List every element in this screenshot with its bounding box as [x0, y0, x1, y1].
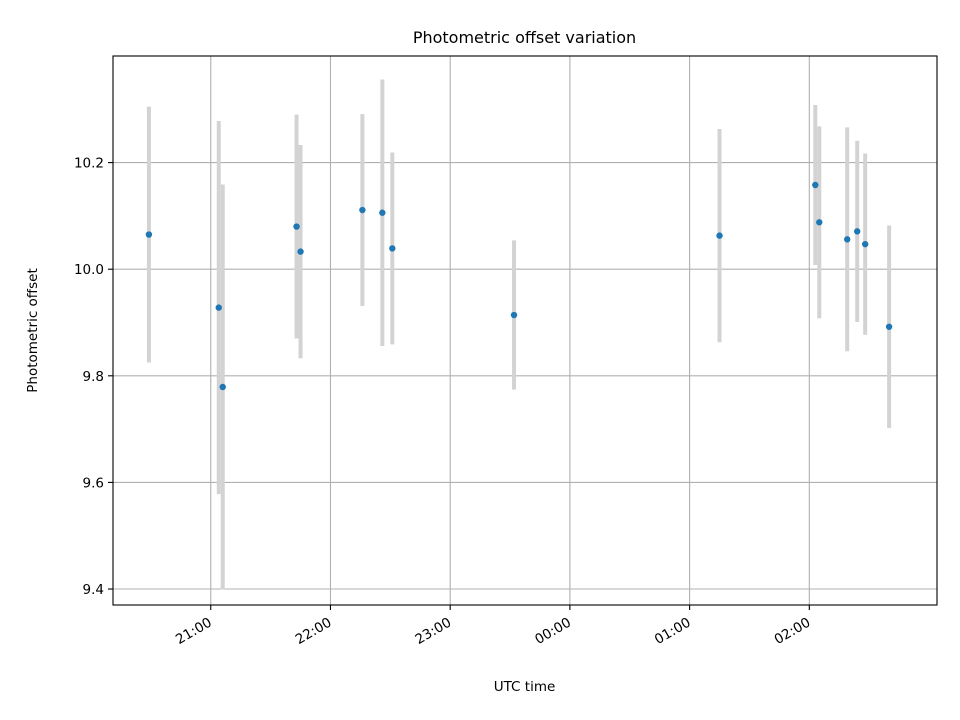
x-tick-label: 02:00: [772, 615, 814, 648]
data-point: [510, 311, 518, 319]
y-tick-label: 9.8: [83, 369, 104, 385]
ticks: [108, 162, 810, 610]
data-point: [297, 248, 304, 255]
data-point: [816, 219, 823, 226]
x-tick-label: 22:00: [293, 615, 335, 648]
y-tick-label: 10.2: [74, 156, 104, 172]
grid: [113, 56, 937, 605]
y-axis-label: Photometric offset: [25, 268, 41, 392]
x-tick-label: 23:00: [412, 615, 454, 648]
data-point: [853, 228, 861, 235]
data-point: [885, 323, 893, 330]
data-point: [145, 231, 153, 238]
data-point: [219, 383, 226, 391]
x-tick-label: 21:00: [173, 615, 215, 648]
y-tick-label: 9.4: [83, 582, 104, 598]
data-point: [379, 209, 386, 216]
data-point: [716, 232, 723, 239]
x-axis-label: UTC time: [494, 679, 556, 695]
y-tick-labels: 9.4 9.6 9.8 10.0 10.2: [74, 156, 104, 598]
x-tick-labels: 21:00 22:00 23:00 00:00 01:00 02:00: [173, 615, 813, 648]
chart-title: Photometric offset variation: [413, 28, 636, 47]
data-point: [861, 240, 869, 248]
data-point: [359, 206, 366, 214]
x-tick-label: 01:00: [652, 615, 694, 648]
plot-frame: [112, 55, 938, 606]
data-point: [293, 223, 300, 230]
y-tick-label: 9.6: [83, 475, 104, 491]
data-points: [145, 181, 893, 391]
data-point: [844, 236, 851, 243]
x-tick-label: 00:00: [532, 615, 574, 648]
errorbars: [146, 79, 892, 590]
data-point: [812, 181, 819, 189]
data-point: [389, 245, 396, 252]
data-point: [215, 304, 222, 311]
y-tick-label: 10.0: [74, 262, 104, 278]
